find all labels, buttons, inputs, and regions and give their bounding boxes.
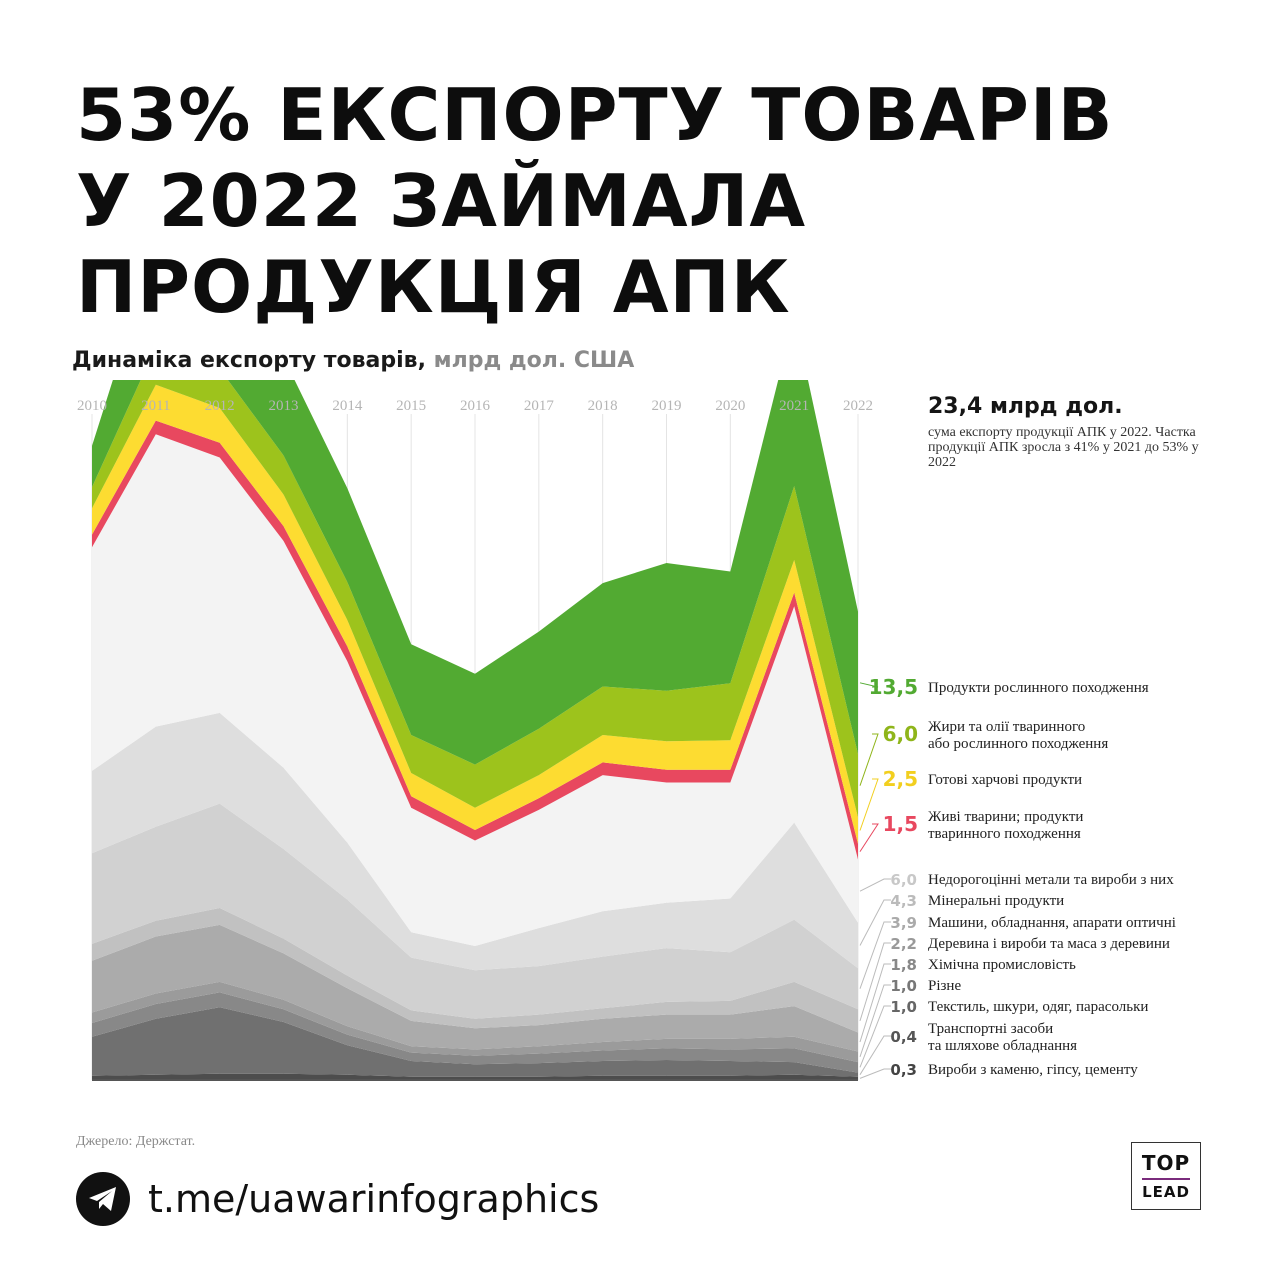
source-note: Джерело: Держстат. bbox=[76, 1134, 196, 1149]
callout-value: 23,4 млрд дол. bbox=[928, 394, 1123, 419]
year-label-2016: 2016 bbox=[460, 398, 491, 414]
toplead-logo: TOP LEAD bbox=[1131, 1142, 1201, 1210]
value-label-12: 13,5 bbox=[869, 675, 918, 699]
connector-6 bbox=[859, 921, 891, 989]
value-label-11: 6,0 bbox=[883, 722, 918, 746]
year-label-2010: 2010 bbox=[77, 398, 107, 414]
value-label-6: 3,9 bbox=[890, 914, 917, 932]
series-name-10: Готові харчові продукти bbox=[928, 772, 1082, 788]
year-label-2015: 2015 bbox=[396, 398, 426, 414]
area-series-6 bbox=[92, 803, 858, 1019]
value-label-4: 1,8 bbox=[890, 956, 917, 974]
value-label-10: 2,5 bbox=[883, 767, 918, 791]
area-series-9 bbox=[92, 420, 858, 860]
connector-1 bbox=[859, 1035, 891, 1075]
headline-line-2: У 2022 ЗАЙМАЛА bbox=[76, 159, 807, 243]
connector-7 bbox=[859, 899, 891, 946]
series-name-6: Машини, обладнання, апарати оптичні bbox=[928, 915, 1176, 931]
headline-line-1: 53% ЕКСПОРТУ ТОВАРІВ bbox=[76, 73, 1114, 157]
stacked-area-chart: 2010 2011 2012 2013 2014 2015 2016 2017 2018 2019… bbox=[77, 380, 1176, 1081]
telegram-icon[interactable] bbox=[76, 1172, 130, 1226]
series-name-2: Текстиль, шкури, одяг, парасольки bbox=[928, 999, 1148, 1015]
area-series-0 bbox=[92, 1073, 858, 1080]
year-axis-labels: 2010 2011 2012 2013 2014 2015 2016 2017 2018 2019… bbox=[77, 398, 873, 414]
logo-bottom: LEAD bbox=[1142, 1183, 1190, 1201]
value-label-0: 0,3 bbox=[890, 1061, 917, 1079]
value-label-1: 0,4 bbox=[890, 1028, 917, 1046]
area-series-1 bbox=[92, 1007, 858, 1077]
subtitle-unit: млрд дол. США bbox=[425, 348, 635, 373]
area-series-10 bbox=[92, 384, 858, 844]
year-label-2013: 2013 bbox=[269, 398, 299, 414]
chart-subtitle: Динаміка експорту товарів, млрд дол. США bbox=[72, 348, 634, 373]
callout-note: сума експорту продукції АПК у 2022. Част… bbox=[928, 425, 1199, 470]
connector-0 bbox=[859, 1068, 891, 1079]
connector-4 bbox=[859, 963, 891, 1043]
logo-top: TOP bbox=[1141, 1152, 1191, 1180]
value-label-9: 1,5 bbox=[883, 812, 918, 836]
connector-2 bbox=[859, 1005, 891, 1068]
headline-line-3: ПРОДУКЦІЯ АПК bbox=[76, 245, 791, 329]
series-name-5: Деревина і вироби та маса з деревини bbox=[928, 936, 1170, 952]
connector-3 bbox=[859, 984, 891, 1057]
series-labels: 13,5 Продукти рослинного походження 6,0 Жир… bbox=[859, 675, 1176, 1079]
year-label-2011: 2011 bbox=[141, 398, 170, 414]
year-label-2022: 2022 bbox=[843, 398, 873, 414]
year-label-2020: 2020 bbox=[715, 398, 745, 414]
series-areas bbox=[92, 380, 858, 1081]
connector-5 bbox=[859, 942, 891, 1022]
headline: 53% ЕКСПОРТУ ТОВАРІВ У 2022 ЗАЙМАЛА ПРОД… bbox=[76, 72, 1176, 330]
year-label-2019: 2019 bbox=[652, 398, 682, 414]
area-series-4 bbox=[92, 924, 858, 1052]
area-series-2 bbox=[92, 992, 858, 1073]
series-name-1: Транспортні засоби та шляхове обладнання bbox=[928, 1021, 1077, 1054]
value-label-2: 1,0 bbox=[890, 998, 917, 1016]
series-name-3: Різне bbox=[928, 978, 961, 994]
year-label-2017: 2017 bbox=[524, 398, 555, 414]
area-series-12 bbox=[92, 380, 858, 765]
connector-8 bbox=[859, 878, 891, 892]
value-label-8: 6,0 bbox=[890, 871, 917, 889]
year-label-2018: 2018 bbox=[588, 398, 618, 414]
area-series-5 bbox=[92, 908, 858, 1033]
series-name-9: Живі тварини; продукти тваринного походже… bbox=[928, 809, 1083, 842]
series-name-4: Хімічна промисловість bbox=[928, 957, 1076, 973]
total-callout: 23,4 млрд дол. сума експорту продукції А… bbox=[928, 394, 1228, 470]
year-label-2012: 2012 bbox=[205, 398, 235, 414]
area-series-8 bbox=[92, 434, 858, 946]
series-name-12: Продукти рослинного походження bbox=[928, 680, 1149, 696]
connector-9 bbox=[859, 823, 879, 852]
series-name-0: Вироби з каменю, гіпсу, цементу bbox=[928, 1062, 1138, 1078]
connector-11 bbox=[859, 733, 879, 786]
area-series-3 bbox=[92, 981, 858, 1063]
value-label-3: 1,0 bbox=[890, 977, 917, 995]
connector-10 bbox=[859, 778, 879, 831]
value-label-7: 4,3 bbox=[890, 892, 917, 910]
series-name-11: Жири та олії тваринного або рослинного по… bbox=[928, 719, 1108, 752]
area-series-7 bbox=[92, 712, 858, 971]
connector-12 bbox=[859, 682, 879, 688]
series-name-7: Мінеральні продукти bbox=[928, 893, 1064, 909]
year-label-2021: 2021 bbox=[779, 398, 809, 414]
area-series-11 bbox=[92, 380, 858, 818]
value-label-5: 2,2 bbox=[890, 935, 917, 953]
telegram-link[interactable]: t.me/uawarinfographics bbox=[76, 1172, 599, 1226]
telegram-url[interactable]: t.me/uawarinfographics bbox=[148, 1177, 600, 1221]
subtitle-main: Динаміка експорту товарів, bbox=[72, 348, 426, 373]
series-name-8: Недорогоцінні метали та вироби з них bbox=[928, 872, 1174, 888]
year-label-2014: 2014 bbox=[332, 398, 363, 414]
